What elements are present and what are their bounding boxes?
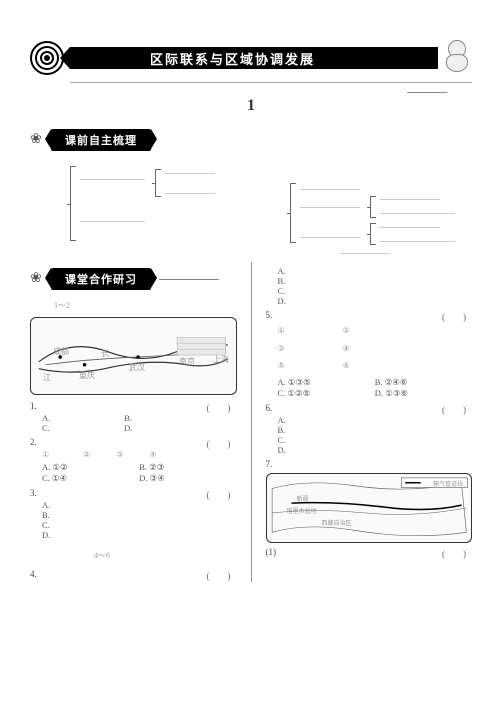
section-2-title: 课堂合作研习: [51, 268, 151, 290]
figure-ref: 1～2: [30, 300, 237, 311]
section-2-label: 课堂合作研习: [30, 268, 237, 290]
target-icon: [30, 41, 64, 75]
option-d: D.: [278, 296, 375, 306]
question-5: 5. ( ): [266, 310, 473, 320]
q6-options: A. B. C. D.: [278, 415, 443, 455]
option-c: C.: [278, 286, 375, 296]
option-a: A.: [42, 500, 124, 510]
question-6: 6. ( ): [266, 403, 473, 413]
option-b: B.: [278, 276, 375, 286]
option-b: B. ②④⑥: [375, 377, 472, 388]
q2-options: A. ①② B. ②③ C. ①④ D. ③④: [42, 462, 237, 484]
map-label: 武汉: [129, 362, 145, 373]
option-a: A.: [278, 415, 360, 425]
yangtze-map: 成都 重庆 武汉 南京 上海 江 长: [30, 317, 237, 395]
q3-options: A. B. C. D.: [42, 500, 207, 540]
section-1-title: 课前自主梳理: [51, 129, 151, 151]
map-label: 长: [101, 348, 109, 359]
mascot-icon: [442, 40, 472, 76]
content-columns: 课堂合作研习 1～2 成都 重庆 武: [30, 262, 472, 582]
pre-options: A. B. C. D.: [278, 266, 473, 306]
option-c: C. ①②⑤: [278, 388, 375, 399]
figure-ref-2: 4～6: [30, 550, 237, 561]
map-legend: 输气管道线: [433, 479, 463, 488]
q5-stems: ① ② ③ ④ ⑤ ⑥: [278, 322, 473, 375]
q1-options: A. B. C. D.: [42, 413, 207, 433]
option-d: D.: [124, 423, 206, 433]
header-underline: [70, 82, 472, 83]
option-c: C.: [42, 423, 124, 433]
option-c: C.: [278, 435, 360, 445]
right-column: A. B. C. D. 5. ( ) ① ② ③ ④ ⑤ ⑥ A: [266, 262, 473, 582]
option-a: A. ①③⑤: [278, 377, 375, 388]
section-1-label: 课前自主梳理: [30, 129, 472, 151]
option-b: B.: [124, 413, 206, 423]
q5-options: A. ①③⑤ B. ②④⑥ C. ①②⑤ D. ①③⑥: [278, 377, 473, 399]
map-label: 西藏自治区: [322, 518, 352, 527]
option-a: A.: [42, 413, 124, 423]
question-1: 1. ( ): [30, 401, 237, 411]
option-d: D. ③④: [139, 473, 236, 484]
left-column: 课堂合作研习 1～2 成都 重庆 武: [30, 262, 237, 582]
map-label: 新疆: [297, 494, 309, 503]
question-3: 3. ( ): [30, 488, 237, 498]
lesson-number: 1: [30, 97, 472, 115]
column-divider: [251, 262, 252, 582]
option-b: B.: [278, 425, 360, 435]
page: 区际联系与区域协调发展 1 课前自主梳理: [0, 0, 502, 708]
option-b: B. ②③: [139, 462, 236, 473]
option-b: B.: [42, 510, 124, 520]
option-d: D.: [42, 530, 124, 540]
pipeline-map: 输气管道线 新疆 西藏自治区 塔里木盆地: [266, 473, 473, 543]
map-label: 江: [43, 372, 51, 383]
option-d: D.: [278, 445, 360, 455]
map-label: 南京: [179, 356, 195, 367]
map-label: 成都: [53, 346, 69, 357]
question-7: 7.: [266, 459, 473, 469]
option-d: D. ①③⑥: [375, 388, 472, 399]
chapter-banner: 区际联系与区域协调发展: [70, 47, 438, 69]
map-label: 塔里木盆地: [287, 506, 317, 515]
map-label: 上海: [213, 354, 229, 365]
option-c: C. ①④: [42, 473, 139, 484]
question-7-sub1: (1) ( ): [266, 547, 473, 557]
chapter-title: 区际联系与区域协调发展: [150, 49, 315, 68]
question-2: 2. ( ): [30, 437, 237, 447]
question-4: 4. ( ): [30, 569, 237, 579]
outline-brace-diagram: [60, 161, 462, 256]
chapter-header: 区际联系与区域协调发展: [30, 40, 472, 76]
option-a: A. ①②: [42, 462, 139, 473]
q2-stems: ① ② ③ ④: [42, 449, 237, 460]
map-label: 重庆: [79, 370, 95, 381]
option-a: A.: [278, 266, 375, 276]
sub-underline: [407, 92, 447, 93]
option-c: C.: [42, 520, 124, 530]
